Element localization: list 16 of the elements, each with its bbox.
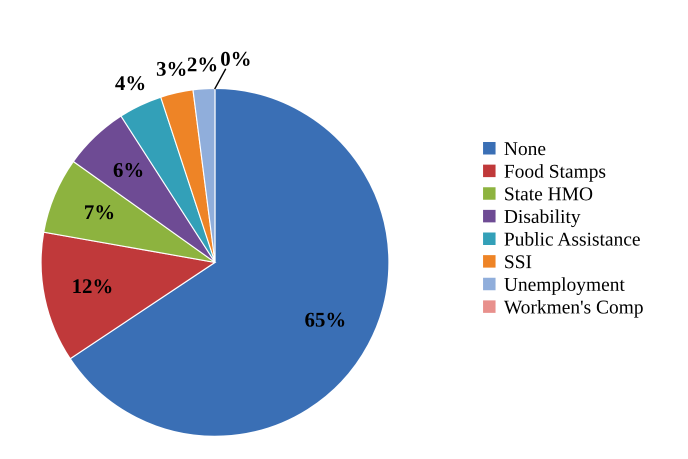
text: 0% (221, 52, 250, 66)
legend-label: Disability (504, 209, 581, 228)
legend-label: Public Assistance (504, 232, 640, 246)
data-label: 6% (114, 162, 142, 178)
legend-label: None (504, 142, 546, 156)
data-label: 65% (305, 312, 344, 327)
data-label: 3% (156, 62, 186, 76)
legend-label: State HMO (505, 187, 592, 200)
legend-label: Food Stamps (504, 164, 606, 182)
data-label: 7% (85, 205, 114, 220)
legend-label: Workmen's Comp (504, 300, 643, 318)
data-label: 4% (115, 76, 144, 90)
legend-label: SSI (505, 255, 532, 268)
data-label: 2% (188, 57, 216, 72)
data-label: 12% (73, 279, 112, 294)
legend-label: Unemployment (504, 277, 625, 295)
